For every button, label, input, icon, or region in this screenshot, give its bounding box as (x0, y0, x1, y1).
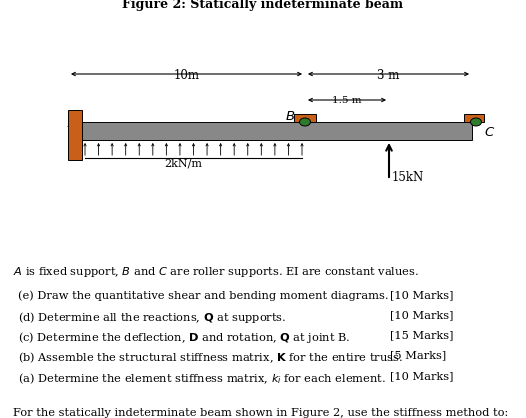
Text: 15kN: 15kN (392, 171, 424, 184)
Text: (b) Assemble the structural stiffness matrix, $\mathbf{K}$ for the entire truss.: (b) Assemble the structural stiffness ma… (18, 350, 403, 364)
Ellipse shape (470, 118, 481, 126)
Text: 2kN/m: 2kN/m (165, 158, 203, 168)
Bar (464, 114, 484, 122)
Text: $C$: $C$ (484, 127, 495, 140)
Text: [5 Marks]: [5 Marks] (390, 350, 446, 360)
Bar (294, 114, 316, 122)
Text: [10 Marks]: [10 Marks] (390, 310, 453, 320)
Text: (d) Determine all the reactions, $\mathbf{Q}$ at supports.: (d) Determine all the reactions, $\mathb… (18, 310, 287, 325)
Text: [15 Marks]: [15 Marks] (390, 330, 453, 340)
Text: 3 m: 3 m (377, 69, 400, 82)
Text: $\mathit{A}$ is fixed support, $\mathit{B}$ and $\mathit{C}$ are roller supports: $\mathit{A}$ is fixed support, $\mathit{… (13, 265, 419, 279)
Text: Figure 2: Statically indeterminate beam: Figure 2: Statically indeterminate beam (123, 0, 403, 11)
Text: [10 Marks]: [10 Marks] (390, 290, 453, 300)
Text: 1.5 m: 1.5 m (332, 96, 362, 105)
Text: For the statically indeterminate beam shown in Figure 2, use the stiffness metho: For the statically indeterminate beam sh… (13, 408, 508, 418)
Text: 10m: 10m (174, 69, 199, 82)
Text: (a) Determine the element stiffness matrix, $k_i$ for each element.: (a) Determine the element stiffness matr… (18, 371, 386, 385)
Bar (68, 110, 82, 160)
Text: $B$: $B$ (285, 110, 295, 123)
Text: (c) Determine the deflection, $\mathbf{D}$ and rotation, $\mathbf{Q}$ at joint B: (c) Determine the deflection, $\mathbf{D… (18, 330, 350, 345)
Ellipse shape (299, 118, 310, 126)
Text: $A$: $A$ (67, 117, 77, 130)
Text: [10 Marks]: [10 Marks] (390, 371, 453, 381)
Text: (e) Draw the quantitative shear and bending moment diagrams.: (e) Draw the quantitative shear and bend… (18, 290, 389, 301)
Bar (82, 122, 472, 140)
